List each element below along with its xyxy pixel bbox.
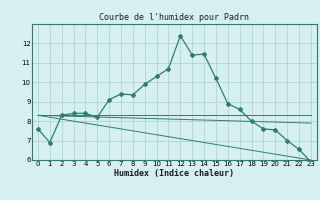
Title: Courbe de l'humidex pour Padrn: Courbe de l'humidex pour Padrn: [100, 13, 249, 22]
X-axis label: Humidex (Indice chaleur): Humidex (Indice chaleur): [115, 169, 234, 178]
